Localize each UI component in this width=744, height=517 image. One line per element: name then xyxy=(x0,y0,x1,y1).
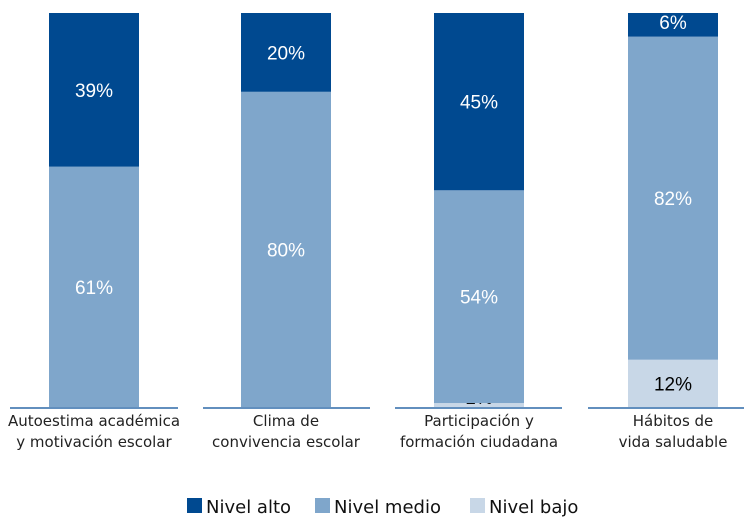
bar-nivel-bajo-4 xyxy=(628,359,718,407)
data-label-nivel-medio-3: 54% xyxy=(460,288,498,309)
bar-nivel-alto-4 xyxy=(628,13,718,37)
category-label-2: Clima de convivencia escolar xyxy=(212,412,361,451)
bar-nivel-bajo-3 xyxy=(434,403,524,407)
data-label-nivel-alto-3: 45% xyxy=(460,93,498,114)
legend-swatch-nivel-medio xyxy=(315,498,330,513)
legend-label-nivel-bajo: Nivel bajo xyxy=(489,497,578,517)
legend-swatch-nivel-alto xyxy=(187,498,202,513)
data-label-nivel-medio-1: 61% xyxy=(75,278,113,299)
data-label-nivel-medio-2: 80% xyxy=(267,240,305,261)
bar-nivel-alto-2 xyxy=(241,13,331,92)
data-label-nivel-bajo-4: 12% xyxy=(654,374,692,395)
bar-nivel-medio-1 xyxy=(49,166,139,407)
bar-nivel-medio-3 xyxy=(434,190,524,404)
data-label-nivel-alto-4: 6% xyxy=(659,13,687,34)
bar-nivel-alto-1 xyxy=(49,13,139,167)
bar-nivel-medio-4 xyxy=(628,36,718,360)
legend-label-nivel-alto: Nivel alto xyxy=(206,497,291,517)
bar-nivel-medio-2 xyxy=(241,91,331,408)
legend-swatch-nivel-bajo xyxy=(470,498,485,513)
legend-label-nivel-medio: Nivel medio xyxy=(334,497,441,517)
category-label-1: Autoestima académica y motivación escolar xyxy=(8,412,180,451)
bar-nivel-alto-3 xyxy=(434,13,524,191)
data-label-nivel-alto-2: 20% xyxy=(267,43,305,64)
category-label-3: Participación y formación ciudadana xyxy=(400,412,558,451)
category-label-4: Hábitos de vida saludable xyxy=(619,412,728,451)
data-label-nivel-alto-1: 39% xyxy=(75,81,113,102)
data-label-nivel-medio-4: 82% xyxy=(654,189,692,210)
